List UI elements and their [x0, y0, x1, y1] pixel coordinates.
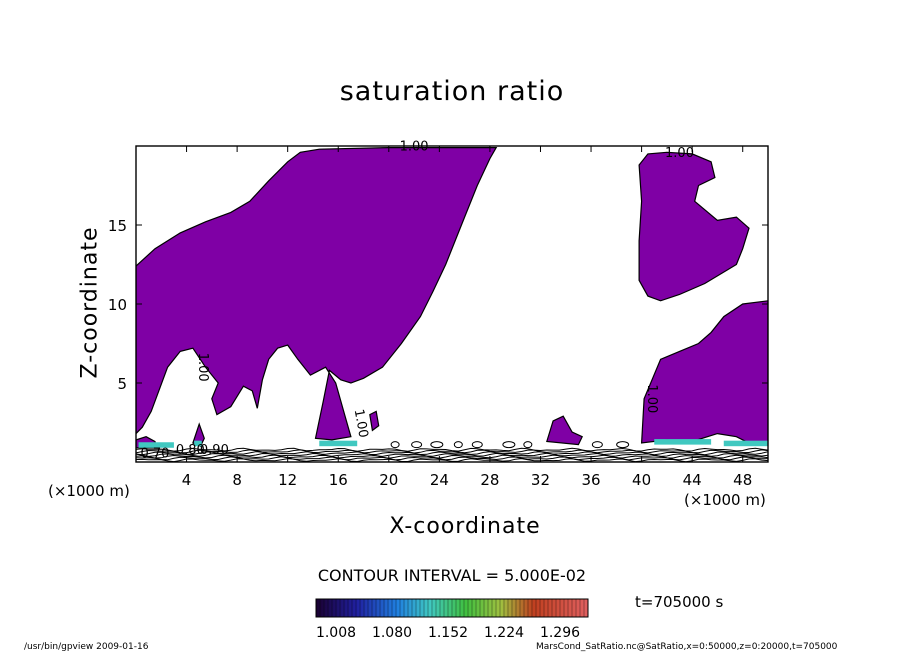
x-axis-label: X-coordinate: [389, 514, 541, 539]
x-tick-label: 28: [480, 471, 499, 489]
y-axis-label: Z-coordinate: [77, 226, 103, 379]
contour-label: 0.70: [140, 446, 169, 461]
x-tick-label: 48: [733, 471, 752, 489]
high-value-band: [723, 440, 768, 447]
supersaturated-region: [638, 151, 750, 302]
high-value-band: [654, 439, 712, 445]
x-tick-label: 4: [182, 471, 192, 489]
x-tick-label: 44: [683, 471, 702, 489]
contour-line: [136, 452, 768, 457]
contour-line: [453, 441, 463, 449]
contour-label: 0.80: [176, 443, 205, 458]
x-tick-label: 20: [379, 471, 398, 489]
contour-line: [523, 441, 533, 449]
time-label: t=705000 s: [635, 593, 724, 611]
chart-title: saturation ratio: [339, 76, 565, 107]
colorbar-tick-label: 1.008: [316, 625, 356, 641]
contour-line: [471, 441, 483, 449]
contour-label: 1.00: [665, 146, 694, 161]
high-value-band: [138, 442, 174, 448]
contour-label: 0.90: [200, 443, 229, 458]
x-axis-unit: (×1000 m): [684, 491, 766, 509]
x-tick-label: 32: [531, 471, 550, 489]
x-tick-label: 16: [329, 471, 348, 489]
x-tick-label: 8: [232, 471, 242, 489]
footer-left: /usr/bin/gpview 2009-01-16: [24, 642, 149, 652]
colorbar: 1.008 1.080 1.152 1.224 1.296: [315, 598, 589, 641]
x-tick-label: 12: [278, 471, 297, 489]
x-tick-label: 36: [581, 471, 600, 489]
contour-line: [136, 454, 768, 459]
y-tick-label: 15: [108, 217, 127, 235]
high-value-band: [319, 440, 358, 447]
contour-line: [136, 451, 768, 456]
contour-line: [136, 449, 768, 454]
supersaturated-region: [640, 300, 768, 444]
supersaturated-region: [369, 410, 380, 432]
colorbar-tick-label: 1.296: [540, 625, 580, 641]
contour-label: 1.00: [644, 384, 659, 413]
contour-label: 1.00: [400, 140, 429, 155]
x-tick-label: 40: [632, 471, 651, 489]
colorbar-tick-label: 1.152: [428, 625, 468, 641]
contour-line: [136, 447, 768, 452]
supersaturated-region: [136, 147, 498, 441]
contour-label: 1.00: [351, 408, 371, 439]
x-tick-label: 24: [430, 471, 449, 489]
contour-line: [390, 441, 400, 449]
colorbar-tick-label: 1.080: [372, 625, 412, 641]
y-axis-unit: (×1000 m): [48, 482, 130, 500]
contour-label: 1.00: [195, 353, 210, 382]
contour-line: [136, 456, 768, 461]
contour-line: [591, 441, 603, 449]
colorbar-tick-label: 1.224: [484, 625, 524, 641]
contour-line: [430, 441, 444, 449]
high-value-band: [194, 440, 202, 447]
contour-interval-label: CONTOUR INTERVAL = 5.000E-02: [317, 566, 587, 585]
y-tick-label: 10: [108, 296, 127, 314]
y-tick-label: 5: [117, 375, 127, 393]
footer-right: MarsCond_SatRatio.nc@SatRatio,x=0:50000,…: [536, 642, 838, 652]
contour-line: [502, 441, 516, 449]
contour-line: [411, 441, 423, 449]
contour-line: [616, 441, 630, 449]
supersaturated-region: [546, 415, 584, 446]
